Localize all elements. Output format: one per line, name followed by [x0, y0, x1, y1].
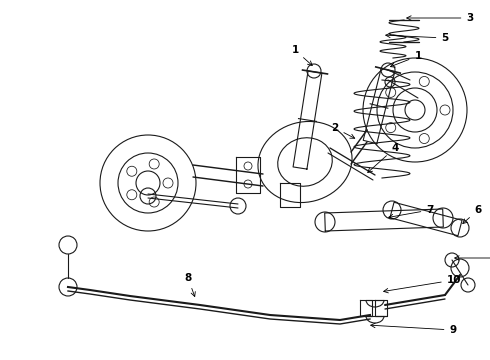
Text: 3: 3: [407, 13, 474, 23]
Text: 8: 8: [184, 273, 196, 297]
Text: 1: 1: [391, 51, 421, 67]
Text: 4: 4: [368, 143, 399, 172]
Text: 2: 2: [331, 123, 355, 138]
Text: 7: 7: [389, 205, 434, 219]
Text: 6: 6: [463, 205, 482, 224]
Text: 1: 1: [292, 45, 312, 66]
Text: 11: 11: [455, 253, 490, 263]
Text: 9: 9: [371, 323, 457, 335]
Text: 5: 5: [386, 33, 449, 43]
Text: 10: 10: [384, 275, 461, 293]
